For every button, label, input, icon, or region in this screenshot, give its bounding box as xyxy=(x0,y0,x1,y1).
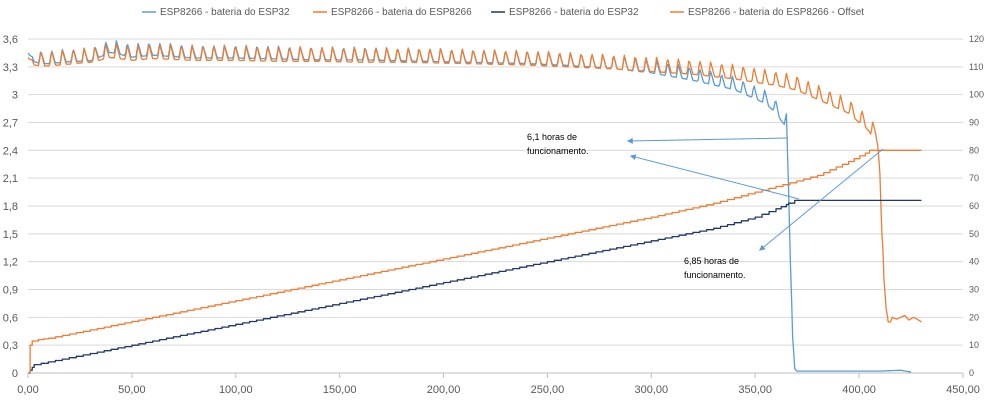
legend-label: ESP8266 - bateria do ESP8266 - Offset xyxy=(688,7,864,18)
y2-tick-label: 40 xyxy=(969,257,979,267)
x-tick-label: 400,00 xyxy=(842,384,876,396)
gridlines xyxy=(28,38,963,374)
x-tick-label: 200,00 xyxy=(427,384,461,396)
legend: ESP8266 - bateria do ESP32 ESP8266 - bate… xyxy=(142,7,864,18)
y-tick-label: 3 xyxy=(12,90,18,102)
y2-tick-label: 50 xyxy=(969,229,979,239)
y-tick-label: 0 xyxy=(12,368,18,380)
y2-tick-label: 120 xyxy=(969,34,984,44)
y2-tick-label: 30 xyxy=(969,285,979,295)
legend-label: ESP8266 - bateria do ESP32 xyxy=(160,7,290,18)
x-tick-label: 100,00 xyxy=(219,384,253,396)
y2-tick-label: 20 xyxy=(969,312,979,322)
x-tick-label: 0,00 xyxy=(17,384,38,396)
x-tick-label: 250,00 xyxy=(531,384,565,396)
y2-tick-label: 100 xyxy=(969,90,984,100)
x-tick-label: 450,00 xyxy=(946,384,980,396)
annotation-arrow xyxy=(626,137,789,144)
y-tick-label: 3,3 xyxy=(3,62,18,74)
y-tick-label: 1,8 xyxy=(3,201,18,213)
annotation-arrow xyxy=(759,148,884,251)
annotation-text: 6,85 horas de xyxy=(684,256,739,266)
y-tick-label: 2,4 xyxy=(3,145,18,157)
series-line-3 xyxy=(28,199,922,374)
y2-tick-label: 110 xyxy=(969,62,983,72)
y2-tick-label: 80 xyxy=(969,145,979,155)
y-tick-label: 0,6 xyxy=(3,312,18,324)
y2-tick-label: 70 xyxy=(969,173,979,183)
y-tick-label: 0,3 xyxy=(3,340,18,352)
annotation-text: 6,1 horas de xyxy=(527,132,577,142)
annotation-text: funcionamento. xyxy=(684,270,746,280)
series-line-4 xyxy=(28,149,922,374)
x-tick-label: 350,00 xyxy=(738,384,772,396)
x-tick-label: 50,00 xyxy=(118,384,146,396)
y-tick-label: 0,9 xyxy=(3,285,18,297)
legend-label: ESP8266 - bateria do ESP32 xyxy=(509,7,639,18)
annotation-arrow xyxy=(629,154,800,200)
y2-tick-label: 0 xyxy=(969,368,974,378)
y2-tick-label: 60 xyxy=(969,201,979,211)
y-tick-label: 1,5 xyxy=(3,229,18,241)
y-tick-label: 2,1 xyxy=(3,173,18,185)
series-line-1 xyxy=(27,40,912,373)
x-tick-label: 300,00 xyxy=(635,384,669,396)
y2-tick-label: 90 xyxy=(969,118,979,128)
y2-tick-label: 10 xyxy=(969,340,979,350)
y-tick-label: 3,6 xyxy=(3,34,18,46)
x-tick-label: 150,00 xyxy=(323,384,357,396)
axes: 0 0,3 0,6 0,9 1,2 1,5 1,8 2,1 2,4 2,7 3 3,3 3,6 0 10 20… xyxy=(3,34,984,396)
legend-label: ESP8266 - bateria do ESP8266 xyxy=(331,7,472,18)
annotations: 6,1 horas de funcionamento. 6,85 horas de f… xyxy=(527,132,884,280)
y-tick-label: 1,2 xyxy=(3,257,18,269)
series-line-2 xyxy=(27,43,922,323)
annotation-text: funcionamento. xyxy=(527,146,589,156)
series-group xyxy=(27,40,922,374)
y-tick-label: 2,7 xyxy=(3,118,18,130)
